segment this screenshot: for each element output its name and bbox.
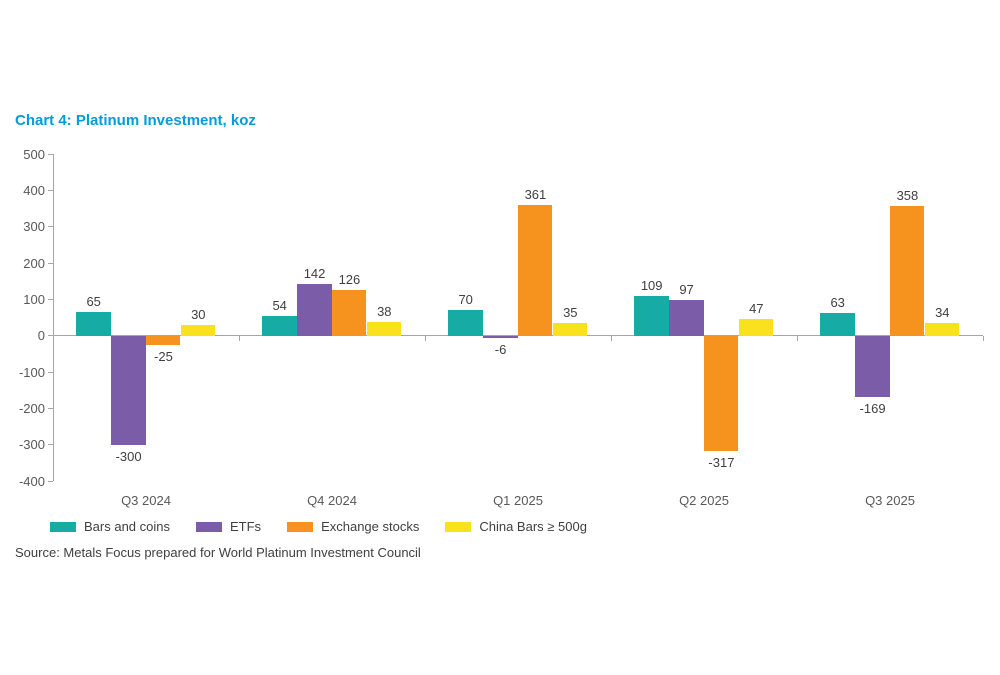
chart-title: Chart 4: Platinum Investment, koz — [15, 112, 256, 129]
legend-label: ETFs — [230, 519, 262, 534]
y-axis-tick — [48, 189, 53, 191]
bar-china-bars-500g-q4-2024 — [366, 321, 402, 336]
x-axis-tick — [982, 335, 984, 341]
bar-exchange-stocks-q1-2025 — [518, 204, 553, 336]
bar-value-label: 97 — [679, 282, 694, 298]
bar-bars-and-coins-q3-2025 — [820, 312, 855, 336]
bar-etfs-q1-2025 — [483, 335, 518, 338]
y-axis-tick — [48, 226, 53, 228]
legend-item-etfs: ETFs — [196, 519, 261, 534]
y-axis-tick — [48, 407, 53, 409]
legend-swatch — [196, 521, 222, 532]
y-axis-tick-label: -300 — [18, 437, 45, 453]
y-axis-tick-label: -400 — [18, 473, 45, 489]
bar-value-label: -25 — [154, 348, 173, 364]
x-axis-tick — [238, 335, 240, 341]
bar-china-bars-500g-q3-2025 — [924, 323, 960, 336]
y-axis-tick-label: 500 — [23, 146, 45, 162]
y-axis-tick-label: 300 — [23, 219, 45, 235]
source-note: Source: Metals Focus prepared for World … — [15, 545, 421, 560]
legend-swatch — [50, 521, 76, 532]
bar-value-label: 358 — [896, 187, 919, 203]
bar-china-bars-500g-q2-2025 — [738, 318, 774, 336]
bar-bars-and-coins-q1-2025 — [448, 310, 483, 336]
bar-value-label: 35 — [563, 304, 578, 320]
bar-value-label: 34 — [935, 305, 950, 321]
bar-etfs-q2-2025 — [669, 300, 704, 336]
x-axis-category-label: Q3 2025 — [865, 493, 915, 508]
x-axis-category-label: Q2 2025 — [679, 493, 729, 508]
bar-bars-and-coins-q3-2024 — [76, 312, 111, 336]
legend-swatch — [445, 521, 472, 532]
bar-china-bars-500g-q1-2025 — [552, 322, 588, 336]
y-axis-tick-label: 400 — [23, 182, 45, 198]
x-axis-tick — [610, 335, 612, 341]
x-axis-tick — [424, 335, 426, 341]
bar-china-bars-500g-q3-2024 — [180, 324, 216, 336]
x-axis-category-label: Q1 2025 — [493, 493, 543, 508]
bar-value-label: -317 — [708, 454, 735, 470]
y-axis-tick-label: 200 — [23, 255, 45, 271]
bar-exchange-stocks-q2-2025 — [704, 335, 739, 451]
bar-exchange-stocks-q3-2025 — [890, 205, 925, 336]
legend-label: Bars and coins — [84, 519, 170, 534]
bar-bars-and-coins-q4-2024 — [262, 316, 297, 336]
x-axis-category-label: Q4 2024 — [307, 493, 357, 508]
bar-value-label: 142 — [303, 266, 326, 282]
bar-value-label: 126 — [338, 271, 361, 287]
bar-exchange-stocks-q3-2024 — [146, 335, 181, 345]
bar-value-label: 38 — [377, 303, 392, 319]
y-axis-line — [53, 154, 54, 481]
bar-value-label: 30 — [191, 306, 206, 322]
bar-value-label: 54 — [272, 298, 287, 314]
y-axis-tick — [48, 153, 53, 155]
legend-item-china-bars-500g: China Bars ≥ 500g — [445, 519, 587, 534]
legend-item-bars-and-coins: Bars and coins — [50, 519, 170, 534]
y-axis-tick-label: 100 — [23, 291, 45, 307]
y-axis-tick — [48, 298, 53, 300]
legend-swatch — [287, 521, 314, 532]
bar-value-label: -6 — [494, 341, 507, 357]
plot-area: 500 400 300 200 100 0 -100 -200 -300 -400 65 54 70 10… — [19, 147, 984, 508]
y-axis-tick-label: -200 — [18, 400, 45, 416]
bar-bars-and-coins-q2-2025 — [634, 296, 669, 336]
legend-label: China Bars ≥ 500g — [479, 519, 587, 534]
y-axis-tick — [48, 335, 53, 337]
bar-etfs-q3-2024 — [111, 335, 146, 445]
y-axis-tick-label: 0 — [37, 328, 45, 344]
y-axis-tick — [48, 371, 53, 373]
legend-item-exchange-stocks: Exchange stocks — [287, 519, 419, 534]
y-axis-tick-label: -100 — [18, 364, 45, 380]
bar-value-label: -169 — [859, 401, 886, 417]
y-axis-tick — [48, 444, 53, 446]
legend: Bars and coins ETFs Exchange stocks China B… — [50, 519, 587, 534]
x-axis-baseline — [53, 335, 983, 337]
bar-value-label: 65 — [86, 294, 101, 310]
bar-value-label: 361 — [524, 186, 547, 202]
legend-label: Exchange stocks — [321, 519, 420, 534]
bar-etfs-q3-2025 — [855, 335, 890, 398]
bar-value-label: 47 — [749, 300, 764, 316]
y-axis-tick — [48, 480, 53, 482]
x-axis-tick — [796, 335, 798, 341]
bar-value-label: 63 — [830, 294, 845, 310]
bar-value-label: 70 — [458, 292, 473, 308]
y-axis-tick — [48, 262, 53, 264]
bar-exchange-stocks-q4-2024 — [332, 289, 367, 336]
bar-etfs-q4-2024 — [297, 284, 332, 336]
bar-value-label: 109 — [640, 278, 663, 294]
bar-value-label: -300 — [115, 448, 142, 464]
x-axis-category-label: Q3 2024 — [121, 493, 171, 508]
